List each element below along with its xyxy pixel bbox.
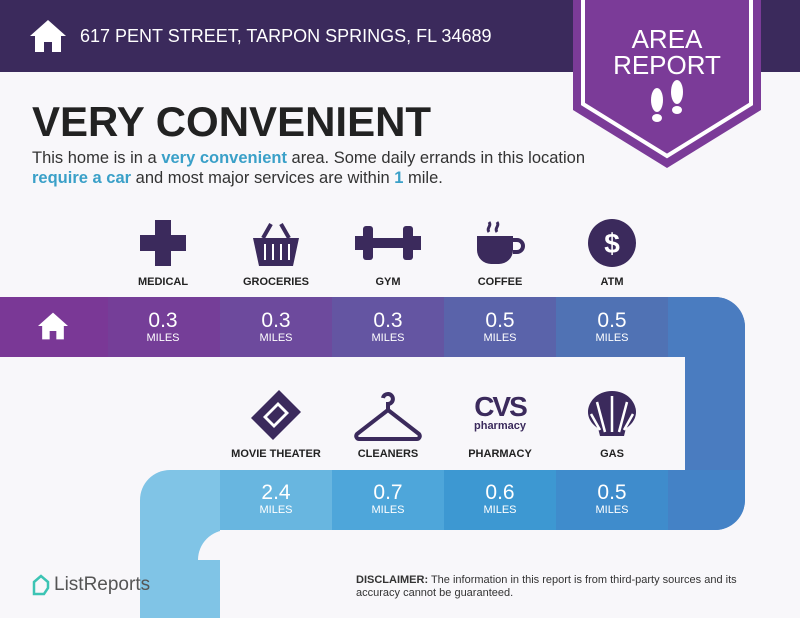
description: This home is in a very convenient area. …: [32, 149, 586, 187]
badge-text: AREA REPORT: [613, 24, 721, 80]
medical-cross-icon: [107, 218, 219, 268]
label-movie-theater: MOVIE THEATER: [231, 448, 321, 460]
label-gas: GAS: [600, 448, 624, 460]
label-groceries: GROCERIES: [242, 276, 309, 288]
dollar-icon: $: [556, 218, 668, 268]
hanger-icon: [332, 390, 444, 442]
home-icon: [38, 312, 68, 340]
distance-pharmacy: 0.6 MILES: [483, 481, 517, 517]
listreports-logo-icon: [32, 574, 50, 596]
shell-icon: [556, 388, 668, 440]
disclaimer: DISCLAIMER: The information in this repo…: [356, 574, 737, 599]
ticket-icon: [220, 388, 332, 442]
listreports-logo: ListReports: [32, 574, 150, 596]
cvs-logo-icon: CVS pharmacy: [474, 391, 528, 433]
svg-text:$: $: [604, 228, 620, 259]
area-report-badge: [573, 0, 761, 168]
coffee-cup-icon: [444, 218, 556, 268]
distance-medical: 0.3 MILES: [146, 309, 180, 345]
page-title: VERY CONVENIENT: [32, 98, 432, 145]
home-icon: [30, 20, 66, 52]
label-medical: MEDICAL: [137, 276, 189, 288]
distance-gas: 0.5 MILES: [595, 481, 629, 517]
label-coffee: COFFEE: [477, 276, 523, 288]
distance-gym: 0.3 MILES: [371, 309, 405, 345]
dumbbell-icon: [332, 218, 444, 268]
distance-movie-theater: 2.4 MILES: [259, 481, 293, 517]
grocery-basket-icon: [220, 218, 332, 268]
label-atm: ATM: [600, 276, 624, 288]
distance-groceries: 0.3 MILES: [259, 309, 293, 345]
address: 617 PENT STREET, TARPON SPRINGS, FL 3468…: [80, 26, 492, 46]
distance-coffee: 0.5 MILES: [483, 309, 517, 345]
label-gym: GYM: [375, 276, 401, 288]
distance-atm: 0.5 MILES: [595, 309, 629, 345]
footprints-icon: [651, 80, 683, 122]
label-cleaners: CLEANERS: [357, 448, 419, 460]
label-pharmacy: PHARMACY: [468, 448, 532, 460]
distance-cleaners: 0.7 MILES: [371, 481, 405, 517]
